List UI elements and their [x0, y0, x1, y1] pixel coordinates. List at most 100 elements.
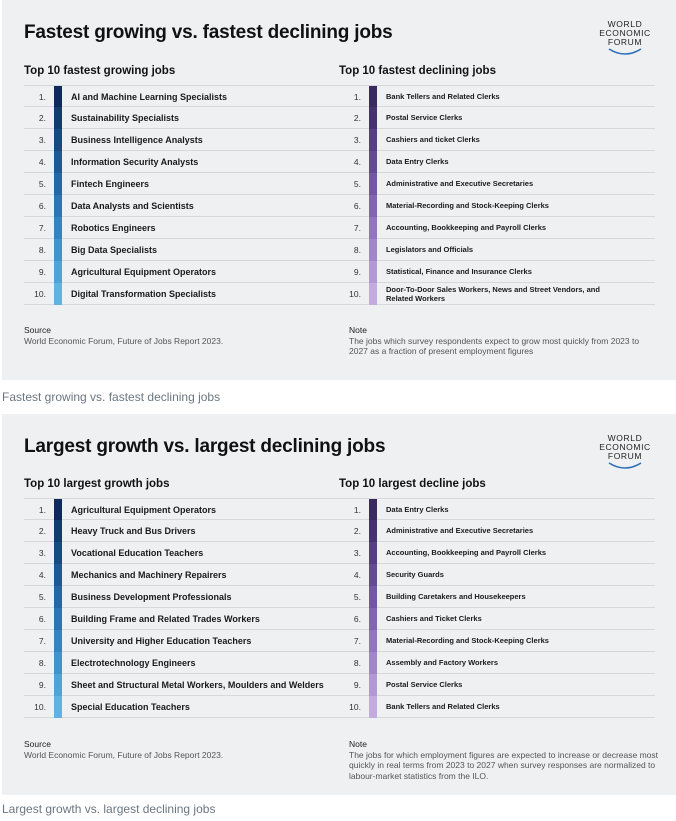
list-item: 2. Postal Service Clerks	[339, 107, 655, 129]
rank-number: 4.	[353, 570, 361, 580]
rank-number: 7.	[38, 223, 46, 233]
job-label: Data Entry Clerks	[386, 505, 449, 514]
rank-number: 10.	[34, 702, 46, 712]
rank-number: 1.	[38, 505, 46, 515]
rank-color-bar	[369, 630, 377, 652]
rank-number: 5.	[38, 592, 46, 602]
list-item: 7. Accounting, Bookkeeping and Payroll Cl…	[339, 217, 655, 239]
job-label: Accounting, Bookkeeping and Payroll Cler…	[386, 548, 547, 557]
rank-color-bar	[54, 674, 62, 696]
note-block: Note The jobs for which employment figur…	[349, 739, 659, 781]
source-heading: Source	[24, 739, 51, 749]
source-block: Source World Economic Forum, Future of J…	[24, 739, 223, 760]
list-item: 6. Cashiers and Ticket Clerks	[339, 608, 655, 630]
list-item: 8. Electrotechnology Engineers	[24, 652, 340, 674]
rank-number: 6.	[353, 614, 361, 624]
job-label: Door-To-Door Sales Workers, News and Str…	[386, 285, 600, 303]
job-label: Administrative and Executive Secretaries	[386, 179, 534, 188]
list-item: 1. Bank Tellers and Related Clerks	[339, 85, 655, 108]
job-label: Building Caretakers and Housekeepers	[386, 592, 526, 601]
job-label: Agricultural Equipment Operators	[71, 505, 217, 515]
note-heading: Note	[349, 739, 367, 749]
list-item: 4. Data Entry Clerks	[339, 151, 655, 173]
rank-number: 1.	[353, 92, 361, 102]
growing-jobs-column: Top 10 fastest growing jobs 1. AI and Mac…	[24, 65, 340, 305]
rank-color-bar	[369, 696, 377, 718]
list-item: 3. Cashiers and ticket Clerks	[339, 129, 655, 151]
rank-color-bar	[369, 674, 377, 696]
rank-color-bar	[54, 630, 62, 652]
rank-number: 10.	[349, 702, 361, 712]
list-item: 7. University and Higher Education Teache…	[24, 630, 340, 652]
rank-color-bar	[369, 520, 377, 542]
list-item: 1. Agricultural Equipment Operators	[24, 498, 340, 521]
rank-color-bar	[54, 107, 62, 129]
rank-number: 9.	[353, 267, 361, 277]
rank-number: 9.	[353, 680, 361, 690]
job-label: Building Frame and Related Trades Worker…	[71, 614, 260, 624]
list-item: 4. Information Security Analysts	[24, 151, 340, 173]
rank-number: 5.	[353, 179, 361, 189]
rank-color-bar	[369, 261, 377, 283]
job-label: Agricultural Equipment Operators	[71, 267, 217, 277]
note-block: Note The jobs which survey respondents e…	[349, 325, 659, 357]
rank-color-bar	[54, 151, 62, 173]
rank-color-bar	[369, 586, 377, 608]
rank-number: 4.	[353, 157, 361, 167]
rank-color-bar	[369, 542, 377, 564]
infographic-card-largest: Largest growth vs. largest declining job…	[2, 414, 676, 795]
job-label: Security Guards	[386, 570, 444, 579]
rank-number: 2.	[38, 113, 46, 123]
jobs-list: 1. AI and Machine Learning Specialists 2. S…	[24, 85, 340, 305]
note-text: The jobs for which employment figures ar…	[349, 749, 658, 781]
rank-color-bar	[369, 283, 377, 305]
rank-color-bar	[54, 542, 62, 564]
rank-number: 7.	[38, 636, 46, 646]
rank-color-bar	[369, 564, 377, 586]
job-label: University and Higher Education Teachers	[71, 636, 252, 646]
rank-color-bar	[54, 239, 62, 261]
job-label: Statistical, Finance and Insurance Clerk…	[386, 267, 532, 276]
rank-number: 5.	[38, 179, 46, 189]
rank-color-bar	[54, 261, 62, 283]
list-item: 8. Legislators and Officials	[339, 239, 655, 261]
rank-number: 8.	[38, 245, 46, 255]
list-item: 5. Building Caretakers and Housekeepers	[339, 586, 655, 608]
job-label: Legislators and Officials	[386, 245, 474, 254]
rank-color-bar	[369, 107, 377, 129]
rank-number: 1.	[38, 92, 46, 102]
rank-number: 3.	[353, 135, 361, 145]
job-label: Mechanics and Machinery Repairers	[71, 570, 227, 580]
declining-jobs-column: Top 10 fastest declining jobs 1. Bank Tel…	[339, 65, 655, 305]
wef-logo: WORLD ECONOMIC FORUM	[594, 20, 656, 57]
job-label: Material-Recording and Stock-Keeping Cle…	[386, 201, 549, 210]
card-title: Fastest growing vs. fastest declining jo…	[24, 22, 393, 43]
rank-color-bar	[54, 520, 62, 542]
card-title: Largest growth vs. largest declining job…	[24, 436, 386, 457]
rank-number: 5.	[353, 592, 361, 602]
job-label: Postal Service Clerks	[386, 113, 463, 122]
rank-color-bar	[54, 608, 62, 630]
rank-number: 10.	[34, 289, 46, 299]
rank-color-bar	[54, 86, 62, 108]
rank-color-bar	[54, 564, 62, 586]
job-label: Electrotechnology Engineers	[71, 658, 196, 668]
column-title: Top 10 largest growth jobs	[24, 478, 170, 490]
image-caption: Fastest growing vs. fastest declining jo…	[2, 390, 221, 404]
list-item: 10. Door-To-Door Sales Workers, News and …	[339, 283, 655, 305]
rank-number: 9.	[38, 267, 46, 277]
job-label: Business Development Professionals	[71, 592, 232, 602]
rank-number: 4.	[38, 570, 46, 580]
job-label: Administrative and Executive Secretaries	[386, 526, 534, 535]
list-item: 3. Business Intelligence Analysts	[24, 129, 340, 151]
rank-color-bar	[54, 129, 62, 151]
list-item: 6. Material-Recording and Stock-Keeping C…	[339, 195, 655, 217]
rank-number: 2.	[353, 526, 361, 536]
rank-number: 2.	[38, 526, 46, 536]
job-label: Fintech Engineers	[71, 179, 150, 189]
list-item: 9. Agricultural Equipment Operators	[24, 261, 340, 283]
list-item: 2. Heavy Truck and Bus Drivers	[24, 520, 340, 542]
job-label: Information Security Analysts	[71, 157, 199, 167]
rank-color-bar	[369, 195, 377, 217]
column-title: Top 10 fastest declining jobs	[339, 65, 496, 77]
